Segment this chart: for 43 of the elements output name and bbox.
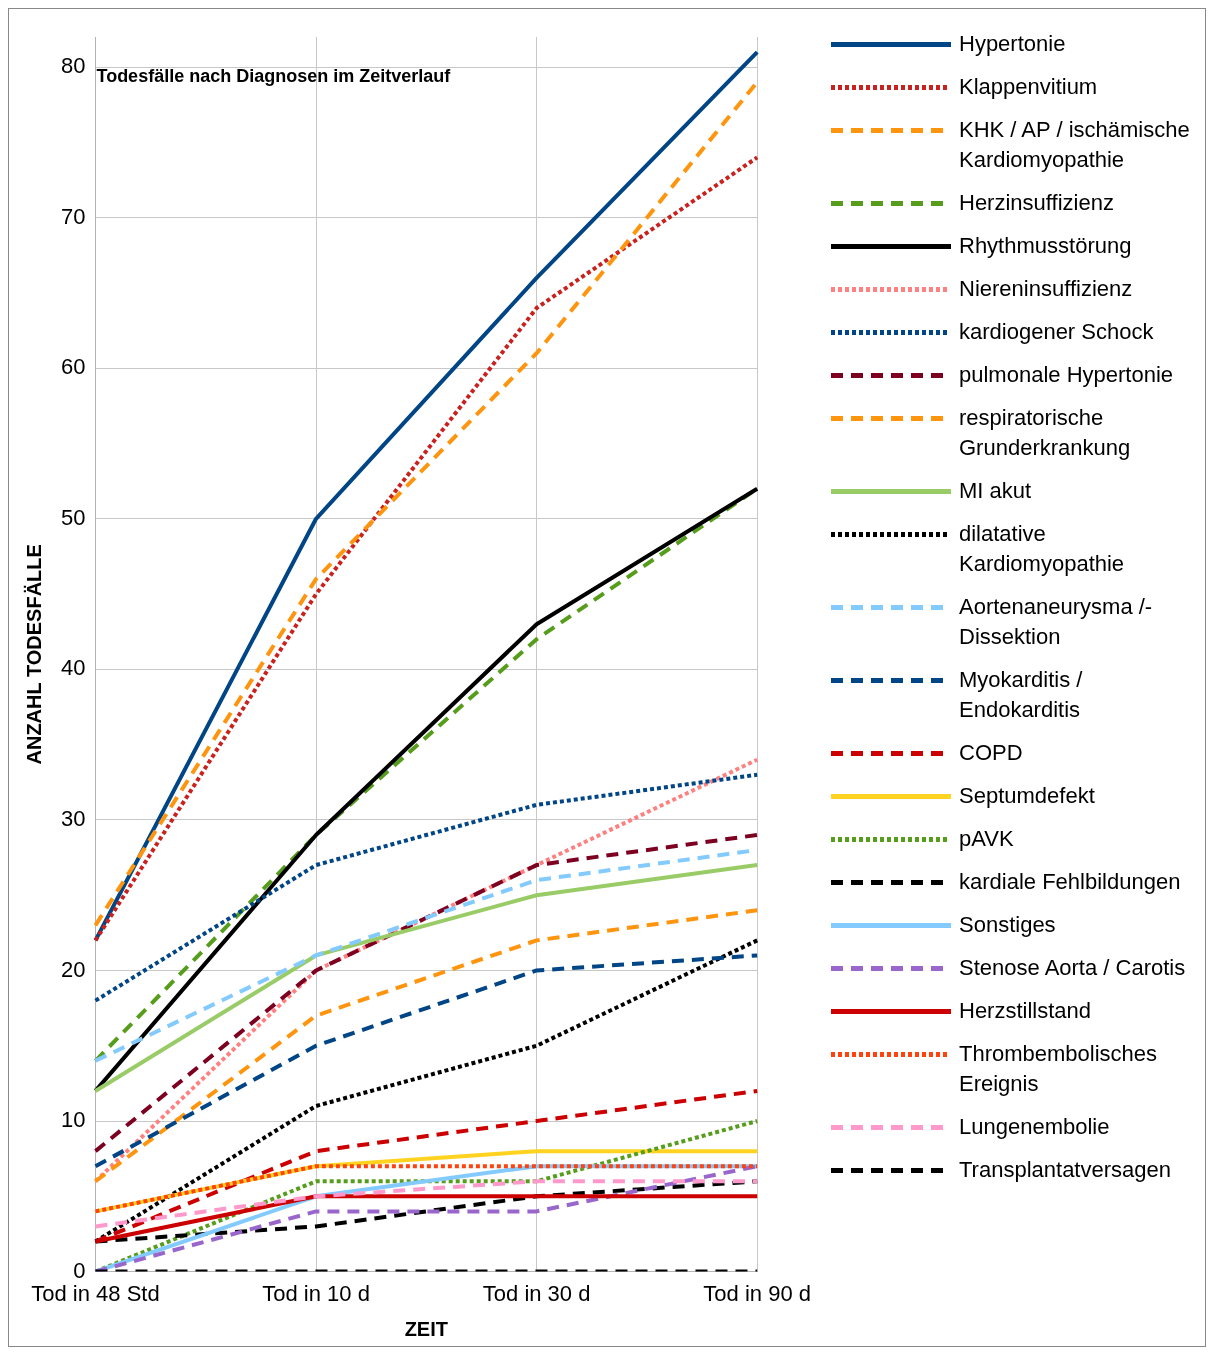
text: Todesfälle nach Diagnosen im Zeitverlauf	[96, 65, 452, 86]
legend-label: Transplantatversagen	[959, 1156, 1172, 1184]
y-tick-label: 0	[73, 1257, 86, 1283]
y-tick-label: 80	[60, 53, 86, 79]
legend-label: Rhythmusstörung	[959, 232, 1133, 260]
line-series	[93, 953, 760, 1169]
legend-label: Sonstiges	[959, 911, 1057, 939]
legend-label: Lungenembolie	[959, 1113, 1111, 1141]
legend-label: kardiale Fehlbildungen	[959, 868, 1182, 896]
y-tick-label: 10	[60, 1107, 86, 1133]
legend-label: COPD	[959, 739, 1024, 767]
x-tick-label: Tod in 90 d	[703, 1280, 811, 1306]
y-tick-label: 60	[60, 354, 86, 380]
y-axis-title: ANZAHL TODESFÄLLE	[22, 544, 45, 765]
x-tick-label: Tod in 48 Std	[31, 1280, 160, 1306]
y-tick-label: 70	[60, 203, 86, 229]
x-axis-title: ZEIT	[404, 1317, 448, 1340]
legend-label: respiratorische Grunderkrankung	[959, 404, 1132, 462]
legend-label: pulmonale Hypertonie	[959, 361, 1175, 389]
y-tick-label: 30	[60, 805, 86, 831]
legend-label: KHK / AP / ischämische Kardiomyopathie	[959, 116, 1191, 174]
legend-label: MI akut	[959, 477, 1033, 505]
legend-label: Hypertonie	[959, 30, 1067, 58]
legend-label: pAVK	[959, 825, 1015, 853]
legend-label: Aortenaneurysma /-Dissektion	[959, 593, 1154, 651]
x-tick-label: Tod in 10 d	[262, 1280, 370, 1306]
legend-label: Klappenvitium	[959, 73, 1099, 101]
line-series	[93, 908, 760, 1184]
legend-label: dilatative Kardiomyopathie	[959, 520, 1126, 578]
legend-label: Niereninsuffizienz	[959, 275, 1134, 303]
y-tick-label: 50	[60, 504, 86, 530]
y-tick-label: 20	[60, 956, 86, 982]
legend-label: Septumdefekt	[959, 782, 1096, 810]
legend-label: Herzstillstand	[959, 997, 1093, 1025]
x-tick-label: Tod in 30 d	[482, 1280, 591, 1306]
line-series	[93, 772, 760, 1003]
legend-label: Myokarditis / Endokarditis	[959, 666, 1084, 724]
legend-label: Thrombembolisches Ereignis	[959, 1040, 1159, 1098]
legend-label: Herzinsuffizienz	[959, 189, 1115, 217]
line-series	[93, 832, 760, 1154]
legend-label: kardiogener Schock	[959, 318, 1155, 346]
y-tick-label: 40	[60, 655, 86, 681]
legend-label: Stenose Aorta / Carotis	[959, 954, 1187, 982]
